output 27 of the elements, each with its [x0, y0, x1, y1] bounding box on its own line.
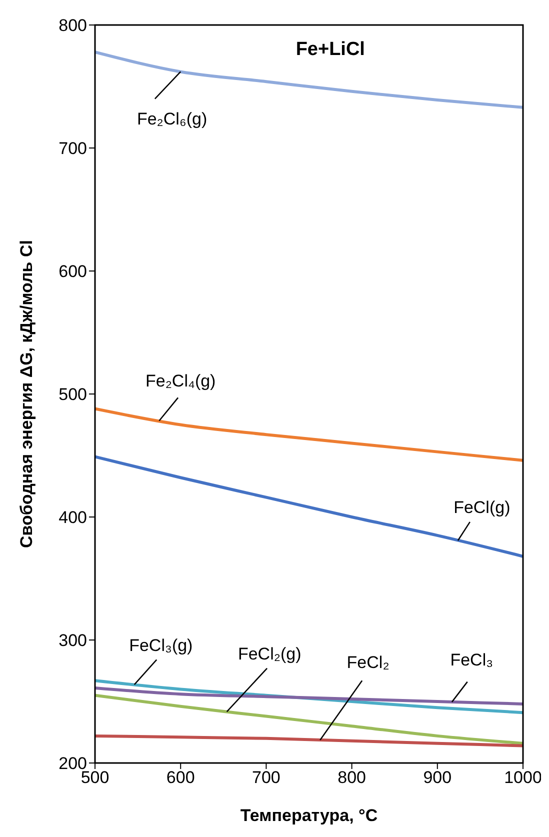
x-axis-title: Температура, °C: [240, 806, 378, 825]
y-tick-label: 600: [58, 262, 87, 282]
line-series: [95, 694, 523, 745]
series-label: Fe₂Cl₆(g): [136, 109, 208, 128]
x-tick-label: 600: [166, 768, 195, 788]
series-label: Fe₂Cl₄(g): [145, 371, 216, 390]
x-tick-label: 700: [252, 768, 280, 788]
y-tick-label: 500: [58, 385, 87, 404]
line-series: [95, 686, 523, 706]
x-tick-label: 900: [423, 768, 452, 788]
series-label: FeCl(g): [454, 498, 510, 518]
x-tick-label: 1000: [504, 768, 542, 788]
series-label: FeCl₃(g): [129, 636, 193, 655]
text: Fe+LiCl: [296, 39, 365, 60]
text: FeCl₂(g): [238, 644, 302, 664]
line-series: [95, 407, 523, 462]
x-tick-label: 500: [80, 768, 110, 788]
line-series: [95, 455, 523, 558]
y-tick-label: 400: [58, 508, 87, 528]
y-tick-label: 800: [58, 16, 87, 36]
text: FeCl₂: [346, 653, 390, 672]
x-tick-label: 800: [338, 768, 366, 788]
line-series: [95, 734, 523, 748]
series-label: FeCl₃: [450, 650, 494, 670]
y-tick-label: 300: [58, 631, 87, 650]
y-tick-label: 700: [58, 139, 87, 158]
y-axis-title: Свободная энергия ΔG, кДж/моль Cl: [17, 240, 36, 548]
